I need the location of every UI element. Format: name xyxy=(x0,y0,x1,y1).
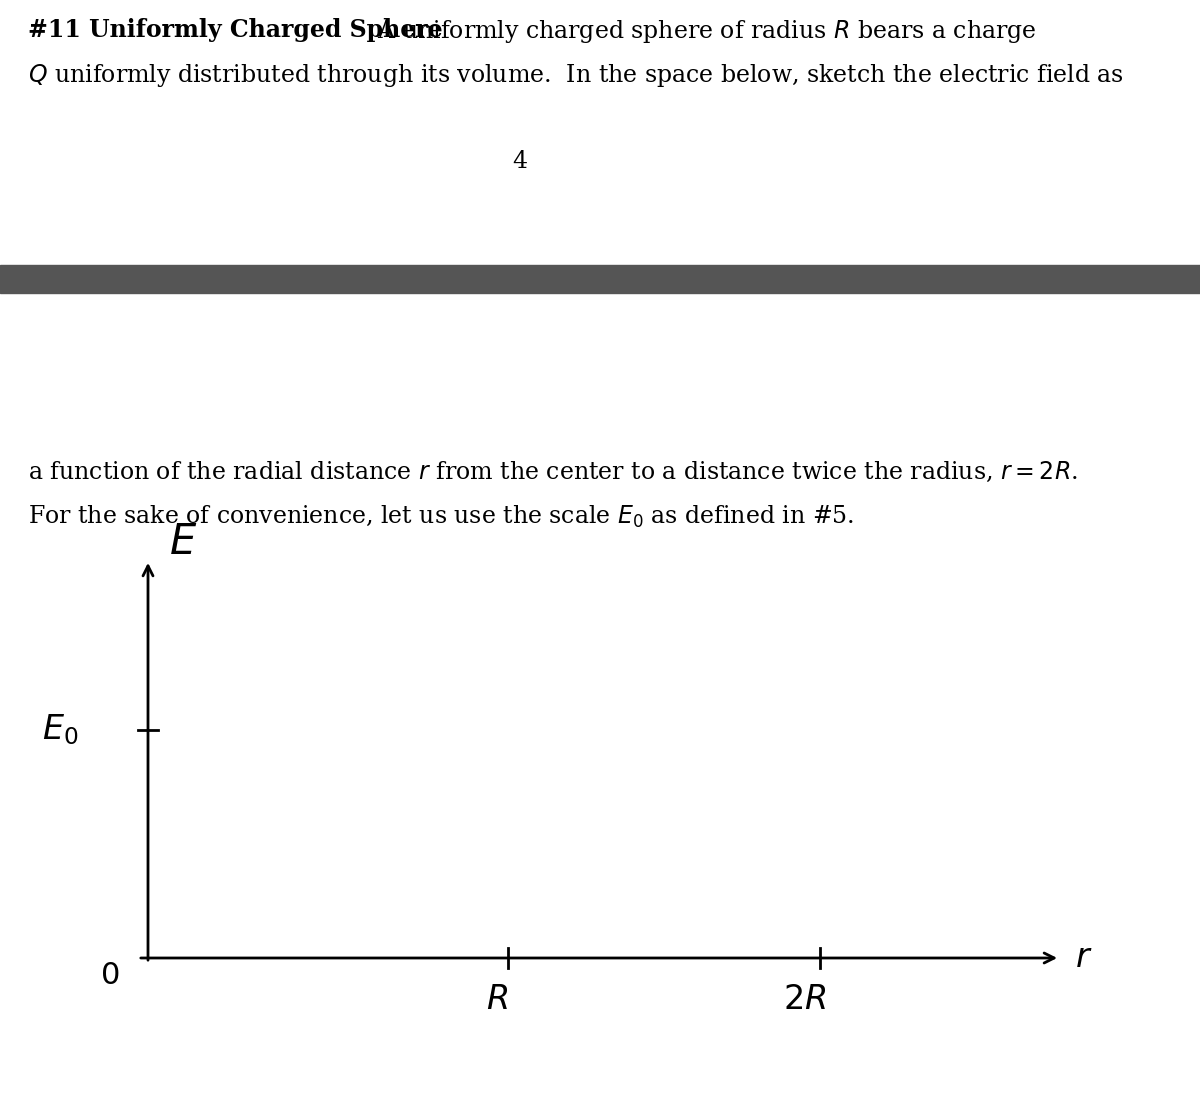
Text: A uniformly charged sphere of radius $R$ bears a charge: A uniformly charged sphere of radius $R$… xyxy=(370,18,1037,45)
Text: For the sake of convenience, let us use the scale $E_0$ as defined in #5.: For the sake of convenience, let us use … xyxy=(28,504,854,530)
Text: $R$: $R$ xyxy=(486,984,508,1016)
Text: $Q$ uniformly distributed through its volume.  In the space below, sketch the el: $Q$ uniformly distributed through its vo… xyxy=(28,61,1124,89)
Text: $E_0$: $E_0$ xyxy=(42,712,78,747)
Text: #11 Uniformly Charged Sphere: #11 Uniformly Charged Sphere xyxy=(28,18,443,42)
Text: $E$: $E$ xyxy=(169,521,197,563)
Text: 4: 4 xyxy=(512,150,528,173)
Text: $r$: $r$ xyxy=(1075,942,1092,974)
Text: a function of the radial distance $r$ from the center to a distance twice the ra: a function of the radial distance $r$ fr… xyxy=(28,459,1078,484)
Text: $0$: $0$ xyxy=(101,959,120,991)
Text: $2R$: $2R$ xyxy=(784,984,827,1016)
Bar xyxy=(0,265,1200,293)
